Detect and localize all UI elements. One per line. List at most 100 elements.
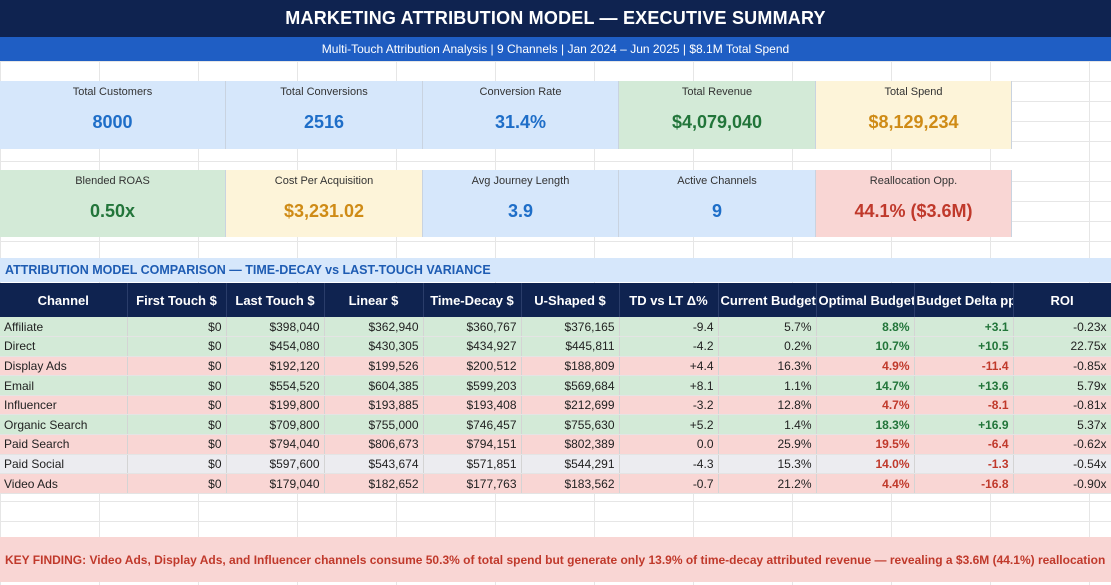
channel-name-cell[interactable]: Video Ads xyxy=(0,473,128,494)
table-cell[interactable]: +5.2 xyxy=(619,414,719,436)
channel-name-cell[interactable]: Paid Social xyxy=(0,454,128,475)
table-cell[interactable]: $454,080 xyxy=(226,336,325,357)
table-cell[interactable]: $0 xyxy=(127,454,227,475)
table-cell[interactable]: $199,800 xyxy=(226,395,325,416)
channel-name-cell[interactable]: Email xyxy=(0,375,128,396)
table-cell[interactable]: 22.75x xyxy=(1013,336,1111,357)
table-cell[interactable]: 12.8% xyxy=(718,395,817,416)
table-cell[interactable]: $183,562 xyxy=(521,473,620,494)
table-cell[interactable]: 10.7% xyxy=(816,336,915,357)
table-row[interactable]: Direct $0 $454,080 $430,305 $434,927 $445,811… xyxy=(0,336,1111,357)
kpi-avg-journey-length[interactable]: Avg Journey Length 3.9 xyxy=(423,170,619,237)
column-header[interactable]: Time-Decay $ xyxy=(423,283,522,317)
table-cell[interactable]: $430,305 xyxy=(324,336,424,357)
table-cell[interactable]: $709,800 xyxy=(226,414,325,436)
kpi-active-channels[interactable]: Active Channels 9 xyxy=(619,170,816,237)
table-row[interactable]: Video Ads $0 $179,040 $182,652 $177,763 $183,… xyxy=(0,473,1111,494)
table-cell[interactable]: $597,600 xyxy=(226,454,325,475)
table-cell[interactable]: $445,811 xyxy=(521,336,620,357)
column-header[interactable]: TD vs LT Δ% xyxy=(619,283,719,317)
table-cell[interactable]: $543,674 xyxy=(324,454,424,475)
table-cell[interactable]: $398,040 xyxy=(226,317,325,338)
column-header[interactable]: Budget Delta pp xyxy=(914,283,1014,317)
column-header[interactable]: First Touch $ xyxy=(127,283,227,317)
table-row[interactable]: Affiliate $0 $398,040 $362,940 $360,767 $376,… xyxy=(0,317,1111,338)
table-cell[interactable]: $193,408 xyxy=(423,395,522,416)
table-cell[interactable]: $0 xyxy=(127,434,227,455)
table-row[interactable]: Paid Search $0 $794,040 $806,673 $794,151 $80… xyxy=(0,434,1111,455)
channel-name-cell[interactable]: Organic Search xyxy=(0,414,128,436)
table-cell[interactable]: $182,652 xyxy=(324,473,424,494)
kpi-blended-roas[interactable]: Blended ROAS 0.50x xyxy=(0,170,226,237)
table-cell[interactable]: $544,291 xyxy=(521,454,620,475)
table-cell[interactable]: $0 xyxy=(127,395,227,416)
table-cell[interactable]: -0.23x xyxy=(1013,317,1111,338)
kpi-total-spend[interactable]: Total Spend $8,129,234 xyxy=(816,81,1012,149)
table-cell[interactable]: $802,389 xyxy=(521,434,620,455)
table-cell[interactable]: 21.2% xyxy=(718,473,817,494)
table-cell[interactable]: $755,000 xyxy=(324,414,424,436)
table-cell[interactable]: $0 xyxy=(127,356,227,377)
table-row[interactable]: Organic Search $0 $709,800 $755,000 $746,457… xyxy=(0,414,1111,436)
table-cell[interactable]: -4.3 xyxy=(619,454,719,475)
table-cell[interactable]: +10.5 xyxy=(914,336,1014,357)
table-cell[interactable]: $554,520 xyxy=(226,375,325,396)
table-row[interactable]: Paid Social $0 $597,600 $543,674 $571,851 $54… xyxy=(0,454,1111,475)
table-cell[interactable]: $806,673 xyxy=(324,434,424,455)
channel-name-cell[interactable]: Display Ads xyxy=(0,356,128,377)
kpi-total-conversions[interactable]: Total Conversions 2516 xyxy=(226,81,423,149)
column-header[interactable]: Optimal Budget% xyxy=(816,283,915,317)
table-cell[interactable]: 14.7% xyxy=(816,375,915,396)
table-cell[interactable]: $794,040 xyxy=(226,434,325,455)
table-cell[interactable]: $569,684 xyxy=(521,375,620,396)
table-cell[interactable]: 4.9% xyxy=(816,356,915,377)
table-cell[interactable]: $746,457 xyxy=(423,414,522,436)
table-cell[interactable]: $193,885 xyxy=(324,395,424,416)
table-cell[interactable]: 4.7% xyxy=(816,395,915,416)
column-header[interactable]: Channel xyxy=(0,283,128,317)
table-cell[interactable]: -16.8 xyxy=(914,473,1014,494)
table-cell[interactable]: $0 xyxy=(127,473,227,494)
table-cell[interactable]: -8.1 xyxy=(914,395,1014,416)
table-cell[interactable]: $599,203 xyxy=(423,375,522,396)
channel-name-cell[interactable]: Influencer xyxy=(0,395,128,416)
table-cell[interactable]: 1.4% xyxy=(718,414,817,436)
kpi-reallocation-opportunity[interactable]: Reallocation Opp. 44.1% ($3.6M) xyxy=(816,170,1012,237)
table-cell[interactable]: $362,940 xyxy=(324,317,424,338)
table-cell[interactable]: $0 xyxy=(127,414,227,436)
table-row[interactable]: Influencer $0 $199,800 $193,885 $193,408 $212… xyxy=(0,395,1111,416)
column-header[interactable]: Current Budget% xyxy=(718,283,817,317)
table-cell[interactable]: 15.3% xyxy=(718,454,817,475)
table-cell[interactable]: $177,763 xyxy=(423,473,522,494)
table-cell[interactable]: $212,699 xyxy=(521,395,620,416)
table-cell[interactable]: 1.1% xyxy=(718,375,817,396)
column-header[interactable]: Last Touch $ xyxy=(226,283,325,317)
column-header[interactable]: U-Shaped $ xyxy=(521,283,620,317)
table-cell[interactable]: -1.3 xyxy=(914,454,1014,475)
table-cell[interactable]: -9.4 xyxy=(619,317,719,338)
table-cell[interactable]: 19.5% xyxy=(816,434,915,455)
table-cell[interactable]: $188,809 xyxy=(521,356,620,377)
table-cell[interactable]: $571,851 xyxy=(423,454,522,475)
kpi-conversion-rate[interactable]: Conversion Rate 31.4% xyxy=(423,81,619,149)
table-cell[interactable]: $434,927 xyxy=(423,336,522,357)
table-cell[interactable]: $200,512 xyxy=(423,356,522,377)
table-row[interactable]: Email $0 $554,520 $604,385 $599,203 $569,684 +… xyxy=(0,375,1111,396)
table-cell[interactable]: 18.3% xyxy=(816,414,915,436)
table-cell[interactable]: 16.3% xyxy=(718,356,817,377)
column-header[interactable]: Linear $ xyxy=(324,283,424,317)
kpi-cost-per-acquisition[interactable]: Cost Per Acquisition $3,231.02 xyxy=(226,170,423,237)
table-cell[interactable]: 0.2% xyxy=(718,336,817,357)
table-cell[interactable]: $0 xyxy=(127,336,227,357)
table-cell[interactable]: -0.85x xyxy=(1013,356,1111,377)
table-cell[interactable]: +3.1 xyxy=(914,317,1014,338)
table-cell[interactable]: 25.9% xyxy=(718,434,817,455)
table-cell[interactable]: +13.6 xyxy=(914,375,1014,396)
table-cell[interactable]: -11.4 xyxy=(914,356,1014,377)
table-cell[interactable]: +4.4 xyxy=(619,356,719,377)
channel-name-cell[interactable]: Direct xyxy=(0,336,128,357)
table-cell[interactable]: 14.0% xyxy=(816,454,915,475)
table-cell[interactable]: $604,385 xyxy=(324,375,424,396)
table-cell[interactable]: -6.4 xyxy=(914,434,1014,455)
channel-name-cell[interactable]: Affiliate xyxy=(0,317,128,338)
